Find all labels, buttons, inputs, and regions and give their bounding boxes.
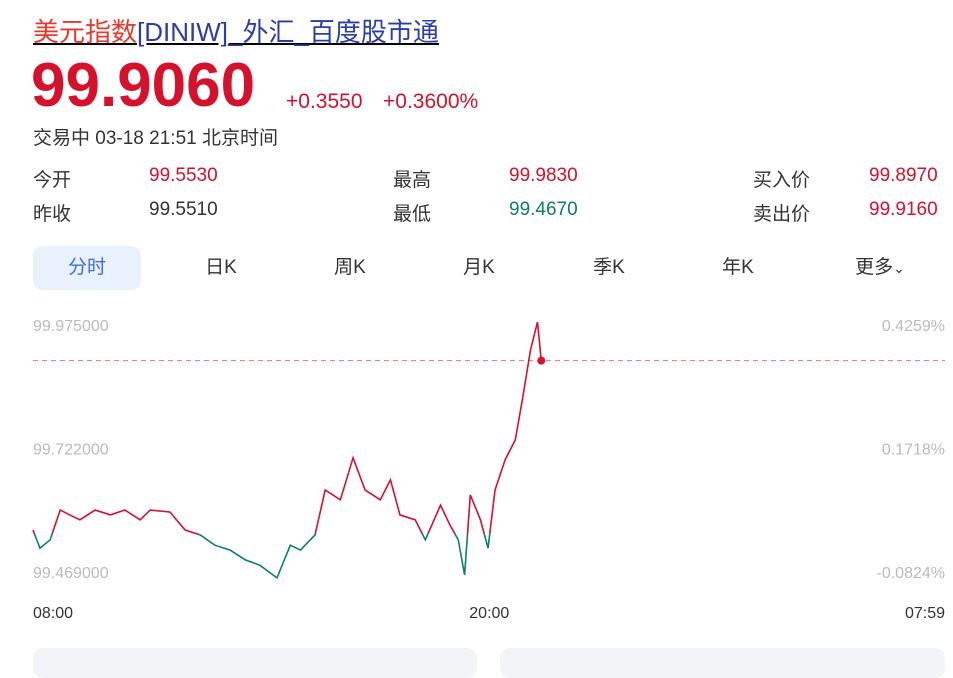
y2-tick-label: 0.1718% bbox=[882, 442, 945, 459]
tab[interactable]: 年K bbox=[722, 257, 754, 278]
tab[interactable]: 日K bbox=[205, 257, 237, 278]
x-tick-label: 08:00 bbox=[33, 605, 73, 622]
stat-label: 今开 bbox=[33, 170, 72, 191]
y-tick-label: 99.975000 bbox=[33, 318, 109, 335]
x-tick-label: 07:59 bbox=[905, 605, 945, 622]
stat-label: 昨收 bbox=[33, 204, 72, 225]
stat-value: 99.8970 bbox=[869, 165, 938, 186]
status: 交易中 03-18 21:51 北京时间 bbox=[33, 128, 278, 149]
y2-tick-label: -0.0824% bbox=[877, 565, 946, 582]
title-rest: [DINIW]_外汇_百度股市通 bbox=[137, 17, 439, 47]
tab[interactable]: 更多⌄ bbox=[855, 257, 905, 278]
price-line-down bbox=[33, 533, 491, 580]
bottom-button[interactable] bbox=[500, 648, 945, 678]
change-pct: +0.3600% bbox=[383, 90, 479, 113]
tab[interactable]: 分时 bbox=[33, 246, 141, 290]
stat-label: 买入价 bbox=[753, 170, 811, 191]
title-name: 美元指数 bbox=[33, 17, 138, 47]
last-point bbox=[537, 356, 546, 365]
stat-value: 99.9160 bbox=[869, 199, 938, 220]
price-line bbox=[32, 321, 543, 534]
title[interactable]: 美元指数[DINIW]_外汇_百度股市通 bbox=[33, 12, 439, 49]
stat-label: 最高 bbox=[393, 170, 432, 191]
change: +0.3550 bbox=[286, 90, 363, 113]
tab[interactable]: 周K bbox=[334, 257, 366, 278]
stat-label: 卖出价 bbox=[753, 204, 811, 225]
stat-value: 99.4670 bbox=[509, 199, 578, 220]
stat-value: 99.5530 bbox=[149, 165, 218, 186]
stat-value: 99.5510 bbox=[149, 199, 218, 220]
x-tick-label: 20:00 bbox=[469, 605, 509, 622]
tab[interactable]: 月K bbox=[463, 257, 495, 278]
tab-label: 更多 bbox=[855, 257, 894, 278]
price: 99.9060 bbox=[31, 51, 256, 120]
y2-tick-label: 0.4259% bbox=[882, 318, 945, 335]
bottom-button[interactable] bbox=[33, 648, 477, 678]
stat-value: 99.9830 bbox=[509, 165, 578, 186]
stat-label: 最低 bbox=[393, 204, 432, 225]
y-tick-label: 99.722000 bbox=[33, 442, 109, 459]
chart: 99.469000 99.722000 99.975000 -0.0824% 0.171… bbox=[32, 318, 946, 622]
tab[interactable]: 季K bbox=[593, 257, 625, 278]
page: 美元指数[DINIW]_外汇_百度股市通 99.9060 +0.3550 +0.… bbox=[31, 12, 946, 678]
y-tick-label: 99.469000 bbox=[33, 565, 109, 582]
